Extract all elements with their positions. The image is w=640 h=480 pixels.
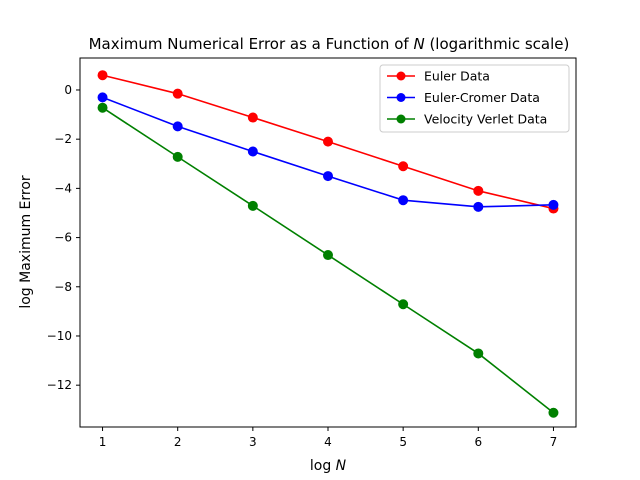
legend-item: Velocity Verlet Data (387, 112, 547, 127)
y-tick-label: −8 (54, 280, 72, 294)
y-axis-ticks: 0 −2 −4 −6 −8 −10 −12 (47, 83, 80, 392)
legend: Euler Data Euler-Cromer Data Velocity Verl… (379, 64, 570, 133)
data-point (172, 88, 183, 99)
data-point (172, 151, 183, 162)
y-tick-label: −6 (54, 231, 72, 245)
data-point (323, 136, 333, 147)
data-point (398, 299, 409, 310)
legend-marker (396, 71, 406, 81)
data-point (398, 195, 409, 206)
data-point (97, 70, 108, 81)
series-3 (97, 102, 559, 418)
data-point (548, 407, 559, 418)
data-point (97, 102, 108, 113)
legend-label: Euler Data (424, 69, 490, 84)
legend-box (379, 64, 570, 133)
legend-marker (396, 93, 406, 102)
y-tick-label: −2 (54, 132, 72, 146)
legend-label: Velocity Verlet Data (424, 112, 547, 127)
series-2 (97, 92, 559, 212)
data-point (548, 199, 559, 210)
legend-marker (396, 114, 406, 124)
x-tick-label: 6 (474, 435, 482, 449)
x-tick-label: 1 (99, 435, 107, 449)
legend-item: Euler Data (387, 69, 490, 84)
x-tick-label: 5 (399, 435, 407, 449)
data-point (97, 92, 108, 103)
x-axis-ticks: 1 2 3 4 5 6 7 (99, 427, 558, 449)
data-point (473, 201, 484, 212)
axes-frame (79, 57, 577, 428)
data-point (323, 250, 333, 261)
data-point (172, 121, 183, 132)
legend-item: Euler-Cromer Data (387, 90, 540, 105)
x-tick-label: 2 (174, 435, 182, 449)
y-tick-label: −12 (47, 378, 72, 392)
y-axis-label: log Maximum Error (18, 175, 34, 309)
data-point (398, 161, 409, 172)
x-tick-label: 4 (324, 435, 332, 449)
data-point (247, 112, 258, 123)
y-tick-label: −10 (47, 329, 72, 343)
legend-label: Euler-Cromer Data (424, 90, 540, 105)
x-tick-label: 7 (550, 435, 558, 449)
data-point (473, 348, 484, 359)
y-tick-label: 0 (64, 83, 72, 97)
data-point (323, 171, 333, 182)
data-point (247, 146, 258, 157)
y-tick-label: −4 (54, 181, 72, 195)
x-axis-label: log N (310, 458, 347, 474)
x-tick-label: 3 (249, 435, 257, 449)
plot-area (97, 70, 559, 418)
data-point (473, 185, 484, 196)
chart-title: Maximum Numerical Error as a Function of… (89, 35, 570, 53)
data-point (247, 200, 258, 211)
